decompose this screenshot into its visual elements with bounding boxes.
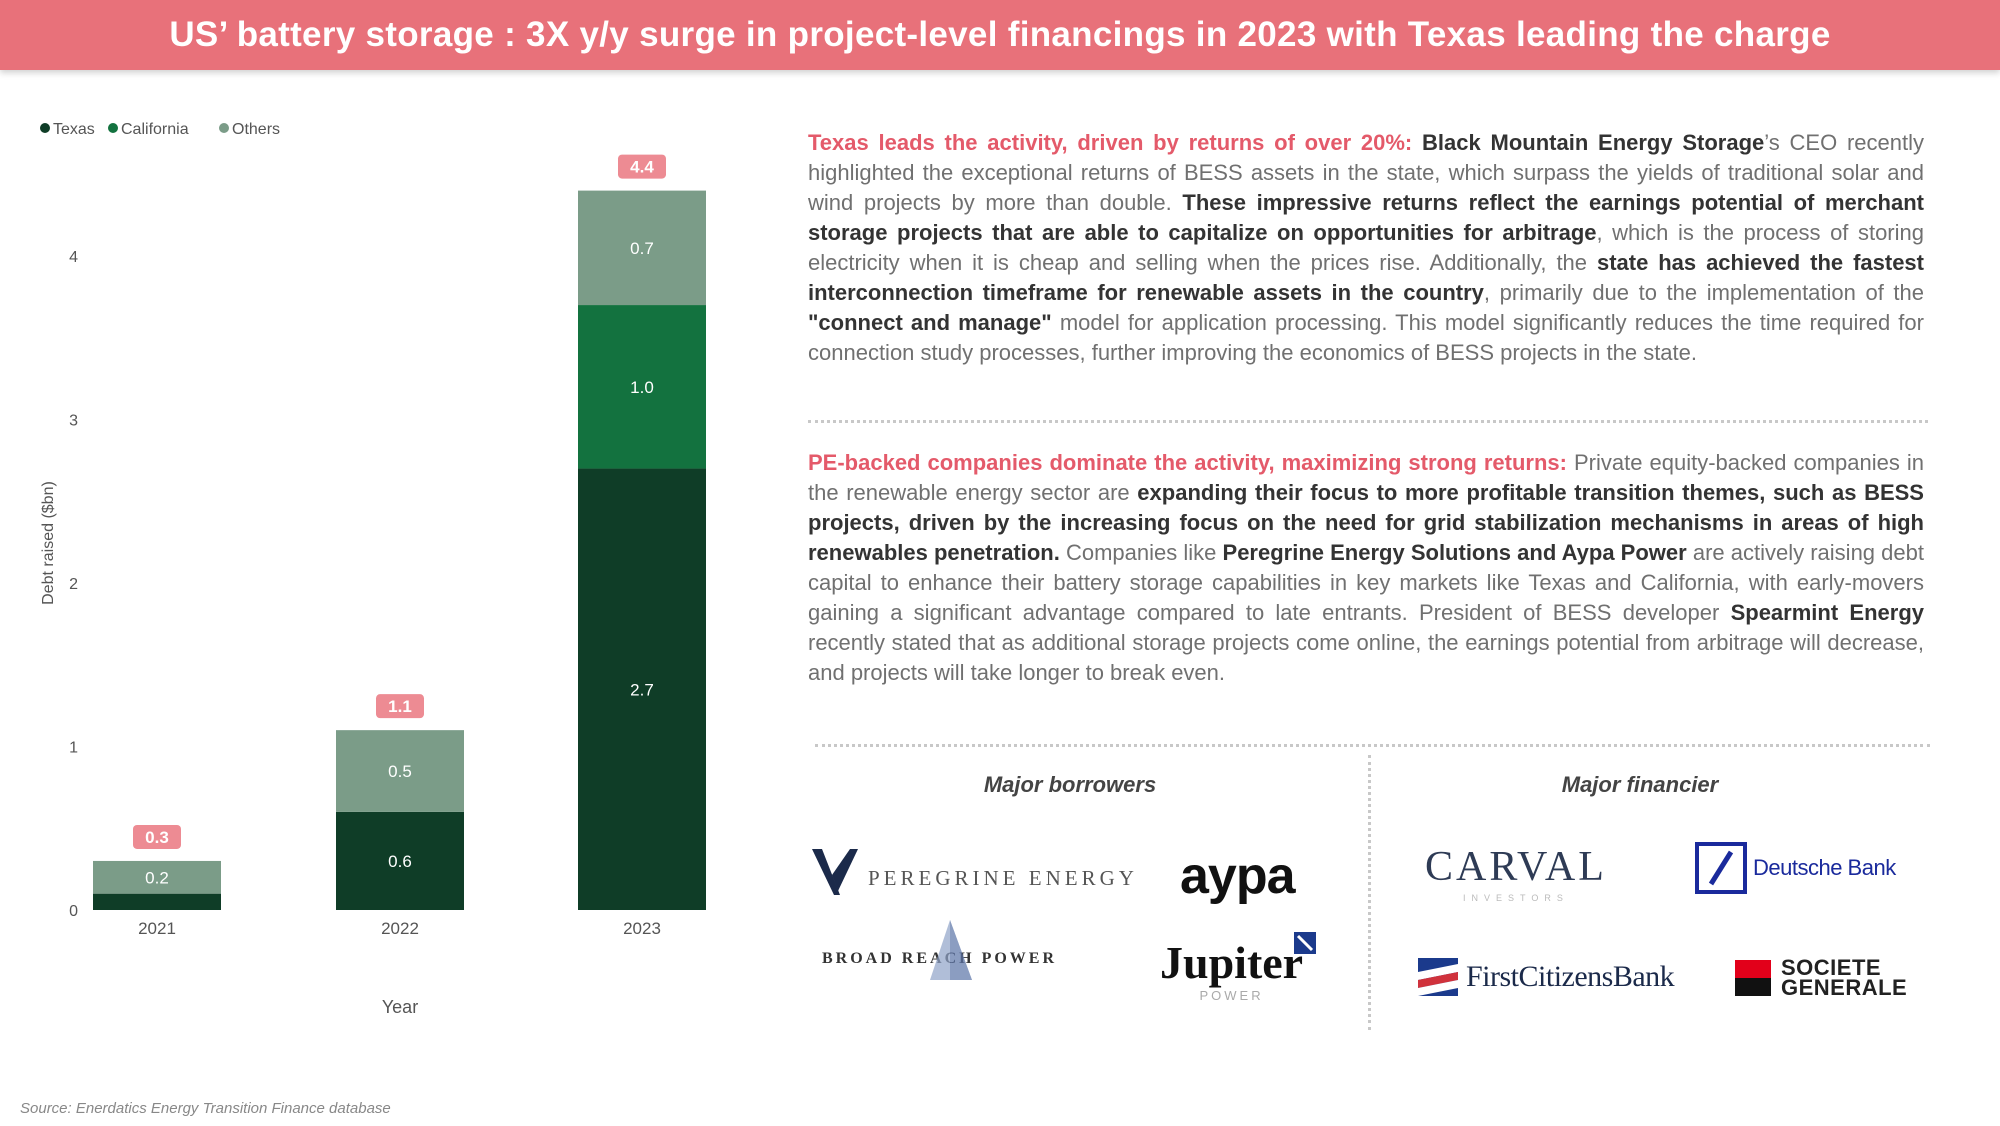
para1-bold-1: Black Mountain Energy Storage [1422,130,1765,155]
paragraph-texas: Texas leads the activity, driven by retu… [808,128,1924,368]
societe-generale-flag-icon [1735,960,1771,996]
x-axis-label: Year [382,997,418,1017]
bar-texas-2021 [93,893,221,910]
y-tick-label: 0 [69,903,78,920]
carval-sub: INVESTORS [1463,893,1569,903]
legend-swatch-california [108,123,118,133]
title-banner: US’ battery storage : 3X y/y surge in pr… [0,0,2000,70]
stacked-bar-chart: Texas California Others 0 1 2 3 4 Debt raised ($… [40,121,706,1017]
paragraph-pe: PE-backed companies dominate the activit… [808,448,1924,688]
borrowers-heading: Major borrowers [983,772,1157,797]
total-label-2021: 0.3 [145,828,169,847]
bar-others-2023 [578,190,706,306]
total-label-2022: 1.1 [388,697,412,716]
total-badge-2023 [618,154,666,179]
y-tick-label: 2 [69,576,78,593]
societe-generale-text: SOCIETE GENERALE [1781,955,1908,1000]
y-tick-label: 3 [69,413,78,430]
x-tick-label: 2022 [381,919,419,938]
first-citizens-flag-icon [1418,958,1458,996]
first-citizens-logo: FirstCitizensBank [1418,958,1675,996]
para1-bold-4: "connect and manage" [808,310,1052,335]
legend-label-others: Others [232,121,280,138]
vertical-divider [1368,755,1371,1030]
page-title: US’ battery storage : 3X y/y surge in pr… [169,15,1831,54]
pe-heading: PE-backed companies dominate the activit… [808,450,1574,475]
source-note: Source: Enerdatics Energy Transition Fin… [20,1100,391,1117]
para1-bold-2: These impressive returns reflect the ear… [808,190,1924,245]
data-label-others-2021: 0.2 [145,868,169,887]
para2-text-2: Companies like [1059,540,1223,565]
bar-texas-2023 [578,468,706,910]
bar-california-2023 [578,305,706,469]
jupiter-logo: Jupiter POWER [1160,932,1316,1003]
bar-texas-2022 [336,811,464,910]
socgen-line-1: SOCIETE [1781,955,1882,980]
data-label-others-2022: 0.5 [388,762,412,781]
carval-text: CARVAL [1425,844,1607,890]
y-tick-label: 1 [69,740,78,757]
y-tick-label: 4 [69,249,78,266]
socgen-line-2: GENERALE [1781,975,1908,1000]
societe-generale-logo: SOCIETE GENERALE [1735,955,1908,1000]
x-tick-label: 2023 [623,919,661,938]
data-label-texas-2022: 0.6 [388,852,412,871]
deutsche-bank-logo: Deutsche Bank [1695,842,1896,894]
para2-bold-1: expanding their focus to more profitable… [808,480,1924,565]
peregrine-logo: PEREGRINE ENERGY [810,845,1138,899]
legend-label-california: California [121,121,189,138]
para2-bold-3: Spearmint Energy [1730,600,1924,625]
broad-reach-sail-icon [930,920,972,980]
jupiter-flag-icon [1294,932,1316,954]
divider-1 [808,420,1928,423]
total-badge-2022 [376,694,424,719]
para2-text-4: recently stated that as additional stora… [808,630,1924,685]
para1-text-2: , which is the process of storing electr… [808,220,1924,275]
deutsche-slash-icon [1695,842,1747,894]
data-label-california-2023: 1.0 [630,378,654,397]
legend-swatch-others [219,123,229,133]
para2-bold-2: Peregrine Energy Solutions and Aypa Powe… [1222,540,1687,565]
broad-reach-logo: BROAD REACH POWER [822,920,1057,980]
para1-text-3: , primarily due to the implementation of… [1483,280,1924,305]
data-label-others-2023: 0.7 [630,239,654,258]
jupiter-text: Jupiter [1160,937,1304,988]
y-axis-label: Debt raised ($bn) [40,481,57,605]
legend-swatch-texas [40,123,50,133]
jupiter-sub: POWER [1199,988,1264,1003]
para2-text-3: are actively raising debt capital to enh… [808,540,1924,625]
bar-others-2022 [336,730,464,812]
peregrine-text: PEREGRINE ENERGY [868,865,1138,890]
total-badge-2021 [133,824,181,849]
para1-bold-3: state has achieved the fastest interconn… [808,250,1924,305]
financiers-heading: Major financier [1561,772,1719,797]
deutsche-text: Deutsche Bank [1753,855,1896,880]
aypa-logo: aypa [1180,847,1296,905]
x-tick-label: 2021 [138,919,176,938]
para1-text-1: ’s CEO recently highlighted the exceptio… [808,130,1925,215]
divider-2 [815,744,1930,747]
bar-others-2021 [93,860,221,894]
total-label-2023: 4.4 [630,158,654,177]
para1-text-4: model for application processing. This m… [808,310,1924,365]
first-citizens-text: FirstCitizensBank [1466,960,1675,993]
data-label-texas-2023: 2.7 [630,680,654,699]
legend-label-texas: Texas [53,121,95,138]
peregrine-v-icon [812,849,858,895]
texas-heading: Texas leads the activity, driven by retu… [808,130,1423,155]
para2-text-1: Private equity-backed companies in the r… [808,450,1925,505]
carval-logo: CARVAL INVESTORS [1425,845,1607,903]
